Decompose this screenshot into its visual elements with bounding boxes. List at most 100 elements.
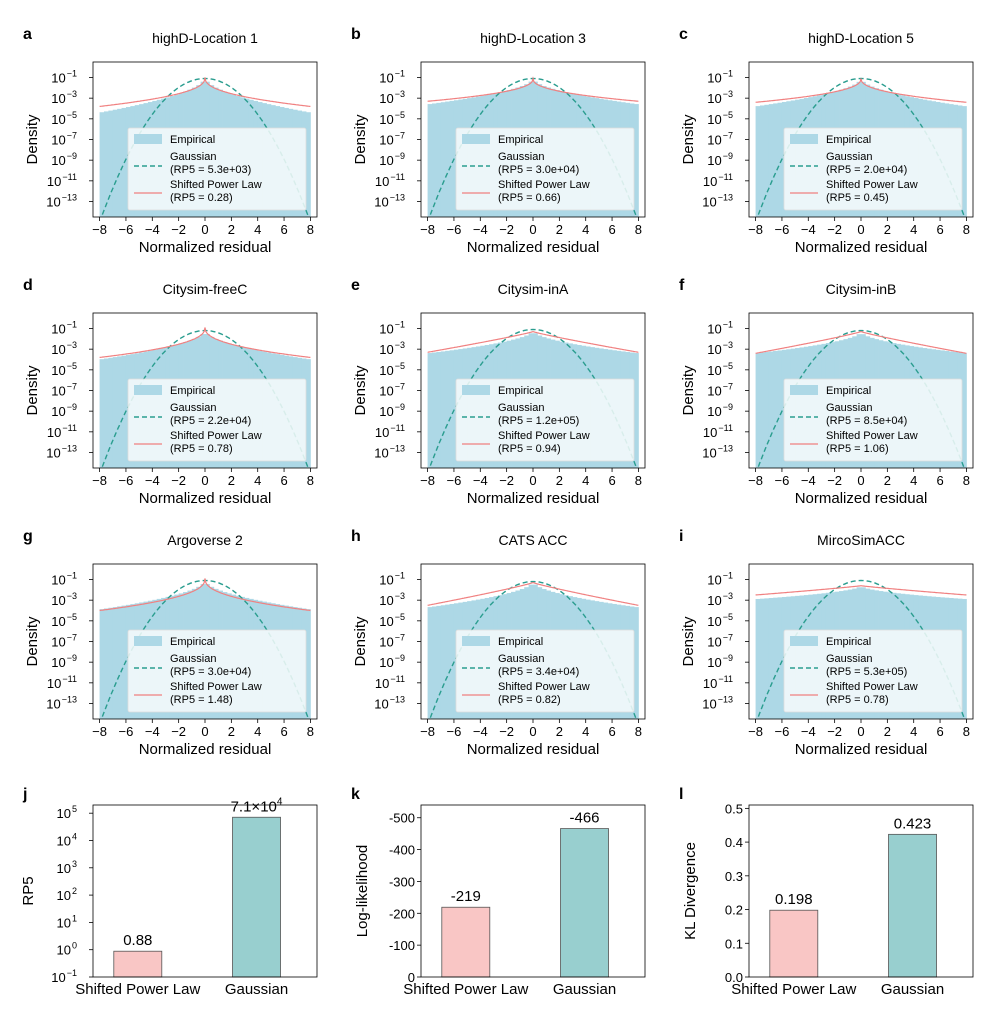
legend-label-empirical: Empirical	[498, 385, 543, 397]
histogram-bar	[117, 356, 122, 468]
y-tick-exponent: −1	[395, 69, 405, 79]
y-tick-label: 0.1	[725, 936, 743, 951]
y-tick-exponent: −1	[67, 69, 77, 79]
bar-value-label: -466	[570, 810, 600, 827]
x-category-label: Shifted Power Law	[731, 981, 856, 998]
legend-gaussian-rp5: (RP5 = 3.4e+04)	[498, 666, 579, 678]
histogram-bar	[773, 597, 778, 719]
x-tick-label: 2	[884, 473, 891, 488]
y-tick-label: 10−13	[46, 193, 77, 210]
histogram-bar	[99, 609, 105, 719]
y-tick-exponent: 0	[72, 941, 77, 951]
y-tick-label: 10−9	[707, 402, 733, 419]
legend-power-law-rp5: (RP5 = 1.48)	[170, 694, 233, 706]
y-tick-exponent: −11	[718, 172, 733, 182]
histogram-bar	[440, 102, 446, 217]
legend-label-empirical: Empirical	[498, 134, 543, 146]
y-tick-label: 10−9	[51, 151, 77, 168]
panel-title: Citysim-freeC	[163, 281, 248, 297]
legend-power-law-rp5: (RP5 = 0.45)	[826, 192, 889, 204]
panel-letter: c	[679, 26, 688, 43]
y-tick-label: 10−13	[702, 444, 733, 461]
legend-power-law-rp5: (RP5 = 0.66)	[498, 192, 561, 204]
y-tick-exponent: −9	[67, 653, 77, 663]
y-tick-exponent: −13	[390, 695, 405, 705]
panel-d: −8 −6 −4 −2 0 2 4 6 8 10−1 10−3 10−5 10−7 10−9 10−11 10…	[23, 277, 318, 507]
x-tick-label: 0	[529, 473, 536, 488]
y-tick-label: 10−11	[703, 674, 733, 691]
panel-title: Citysim-inB	[826, 281, 897, 297]
power-law-curve	[755, 330, 967, 354]
histogram-bar	[962, 106, 967, 217]
y-tick-label: 10−3	[51, 591, 77, 608]
y-tick-label: 10−5	[51, 612, 77, 629]
histogram-bar	[777, 102, 783, 217]
panel-k: -219 Shifted Power Law -466 Gaussian -500 -40…	[351, 786, 646, 998]
y-tick-exponent: −3	[395, 340, 405, 350]
legend-label-empirical: Empirical	[826, 385, 871, 397]
y-tick-label: 10−11	[703, 172, 733, 189]
x-axis-label: Normalized residual	[795, 239, 928, 256]
y-tick-exponent: −11	[390, 674, 405, 684]
power-law-curve	[755, 585, 967, 596]
histogram-bar	[108, 110, 114, 217]
x-tick-label: −8	[748, 222, 763, 237]
legend: Empirical Gaussian(RP5 = 3.0e+04) Shifted …	[455, 127, 635, 211]
gaussian-curve	[757, 329, 965, 468]
x-tick-label: 6	[936, 222, 943, 237]
bar-gaussian	[888, 833, 937, 978]
legend-label-power-law: Shifted Power Law	[826, 681, 918, 693]
power-law-curve	[755, 78, 967, 103]
x-axis-label: Normalized residual	[795, 741, 928, 758]
legend-power-law-rp5: (RP5 = 0.78)	[170, 443, 233, 455]
legend-label-empirical: Empirical	[170, 385, 215, 397]
legend: Empirical Gaussian(RP5 = 5.3e+03) Shifted …	[127, 127, 307, 211]
legend-power-law-rp5: (RP5 = 0.94)	[498, 443, 561, 455]
panel-letter: f	[679, 277, 685, 294]
x-tick-label: 8	[963, 222, 970, 237]
y-tick-exponent: −7	[723, 131, 733, 141]
x-tick-label: −4	[473, 473, 488, 488]
histogram-bar	[431, 103, 437, 217]
y-tick-label: 10−5	[707, 612, 733, 629]
legend-label-empirical: Empirical	[826, 636, 871, 648]
y-tick-exponent: 5	[72, 804, 77, 814]
legend-label-empirical: Empirical	[170, 134, 215, 146]
x-tick-label: 8	[635, 724, 642, 739]
x-tick-label: −6	[447, 724, 462, 739]
bar-value-label: 0.423	[894, 815, 932, 832]
legend: Empirical Gaussian(RP5 = 3.0e+04) Shifted …	[127, 629, 307, 713]
x-tick-label: −6	[447, 473, 462, 488]
legend-gaussian-rp5: (RP5 = 3.0e+04)	[170, 666, 251, 678]
x-tick-label: −2	[171, 222, 186, 237]
y-tick-label: 10−3	[51, 89, 77, 106]
x-tick-label: 0	[201, 473, 208, 488]
panel-g: −8 −6 −4 −2 0 2 4 6 8 10−1 10−3 10−5 10−7 10−9 10−11 10…	[23, 528, 318, 758]
legend-label-power-law: Shifted Power Law	[498, 179, 590, 191]
histogram-bar	[768, 598, 774, 719]
y-tick-label: 10−1	[51, 320, 77, 337]
y-tick-exponent: −9	[395, 151, 405, 161]
y-tick-exponent: −5	[723, 110, 733, 120]
y-tick-label: 101	[57, 913, 77, 930]
histogram-bar	[99, 112, 105, 217]
panel-letter: l	[679, 786, 683, 803]
y-tick-label: -300	[389, 874, 415, 889]
legend-box	[127, 629, 307, 713]
legend: Empirical Gaussian(RP5 = 2.0e+04) Shifted …	[783, 127, 963, 211]
x-category-label: Gaussian	[225, 981, 288, 998]
y-tick-exponent: −1	[395, 320, 405, 330]
y-tick-exponent: −9	[395, 653, 405, 663]
legend-power-law-rp5: (RP5 = 0.28)	[170, 192, 233, 204]
histogram-bar	[112, 109, 118, 217]
legend: Empirical Gaussian(RP5 = 1.2e+05) Shifted …	[455, 378, 635, 462]
histogram-bar	[755, 353, 761, 468]
y-tick-exponent: −3	[67, 89, 77, 99]
histogram-bar	[436, 102, 442, 217]
y-tick-label: 10−9	[379, 653, 405, 670]
histogram-bar	[445, 101, 450, 217]
histogram-bar	[759, 598, 765, 719]
histogram-bar	[764, 104, 770, 217]
